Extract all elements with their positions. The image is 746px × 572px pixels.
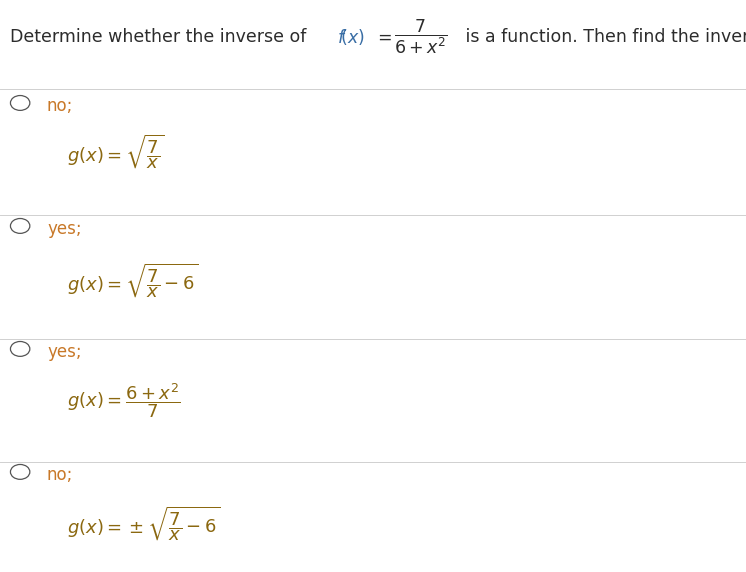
- Text: yes;: yes;: [47, 343, 81, 361]
- Text: no;: no;: [47, 466, 73, 484]
- Text: $\dfrac{7}{6+x^2}$: $\dfrac{7}{6+x^2}$: [394, 18, 448, 57]
- Text: $g(x) = \dfrac{6 + x^2}{7}$: $g(x) = \dfrac{6 + x^2}{7}$: [67, 381, 181, 420]
- Text: $g(x) = \pm\sqrt{\dfrac{7}{x} - 6}$: $g(x) = \pm\sqrt{\dfrac{7}{x} - 6}$: [67, 504, 220, 543]
- Text: $=$: $=$: [374, 28, 392, 46]
- Text: $g(x) = \sqrt{\dfrac{7}{x}}$: $g(x) = \sqrt{\dfrac{7}{x}}$: [67, 132, 165, 171]
- Text: Determine whether the inverse of: Determine whether the inverse of: [10, 28, 312, 46]
- Text: $f\!\left(x\right)$: $f\!\left(x\right)$: [337, 27, 365, 47]
- Text: is a function. Then find the inverse.: is a function. Then find the inverse.: [460, 28, 746, 46]
- Text: yes;: yes;: [47, 220, 81, 238]
- Text: $g(x) = \sqrt{\dfrac{7}{x} - 6}$: $g(x) = \sqrt{\dfrac{7}{x} - 6}$: [67, 261, 198, 300]
- Text: no;: no;: [47, 97, 73, 115]
